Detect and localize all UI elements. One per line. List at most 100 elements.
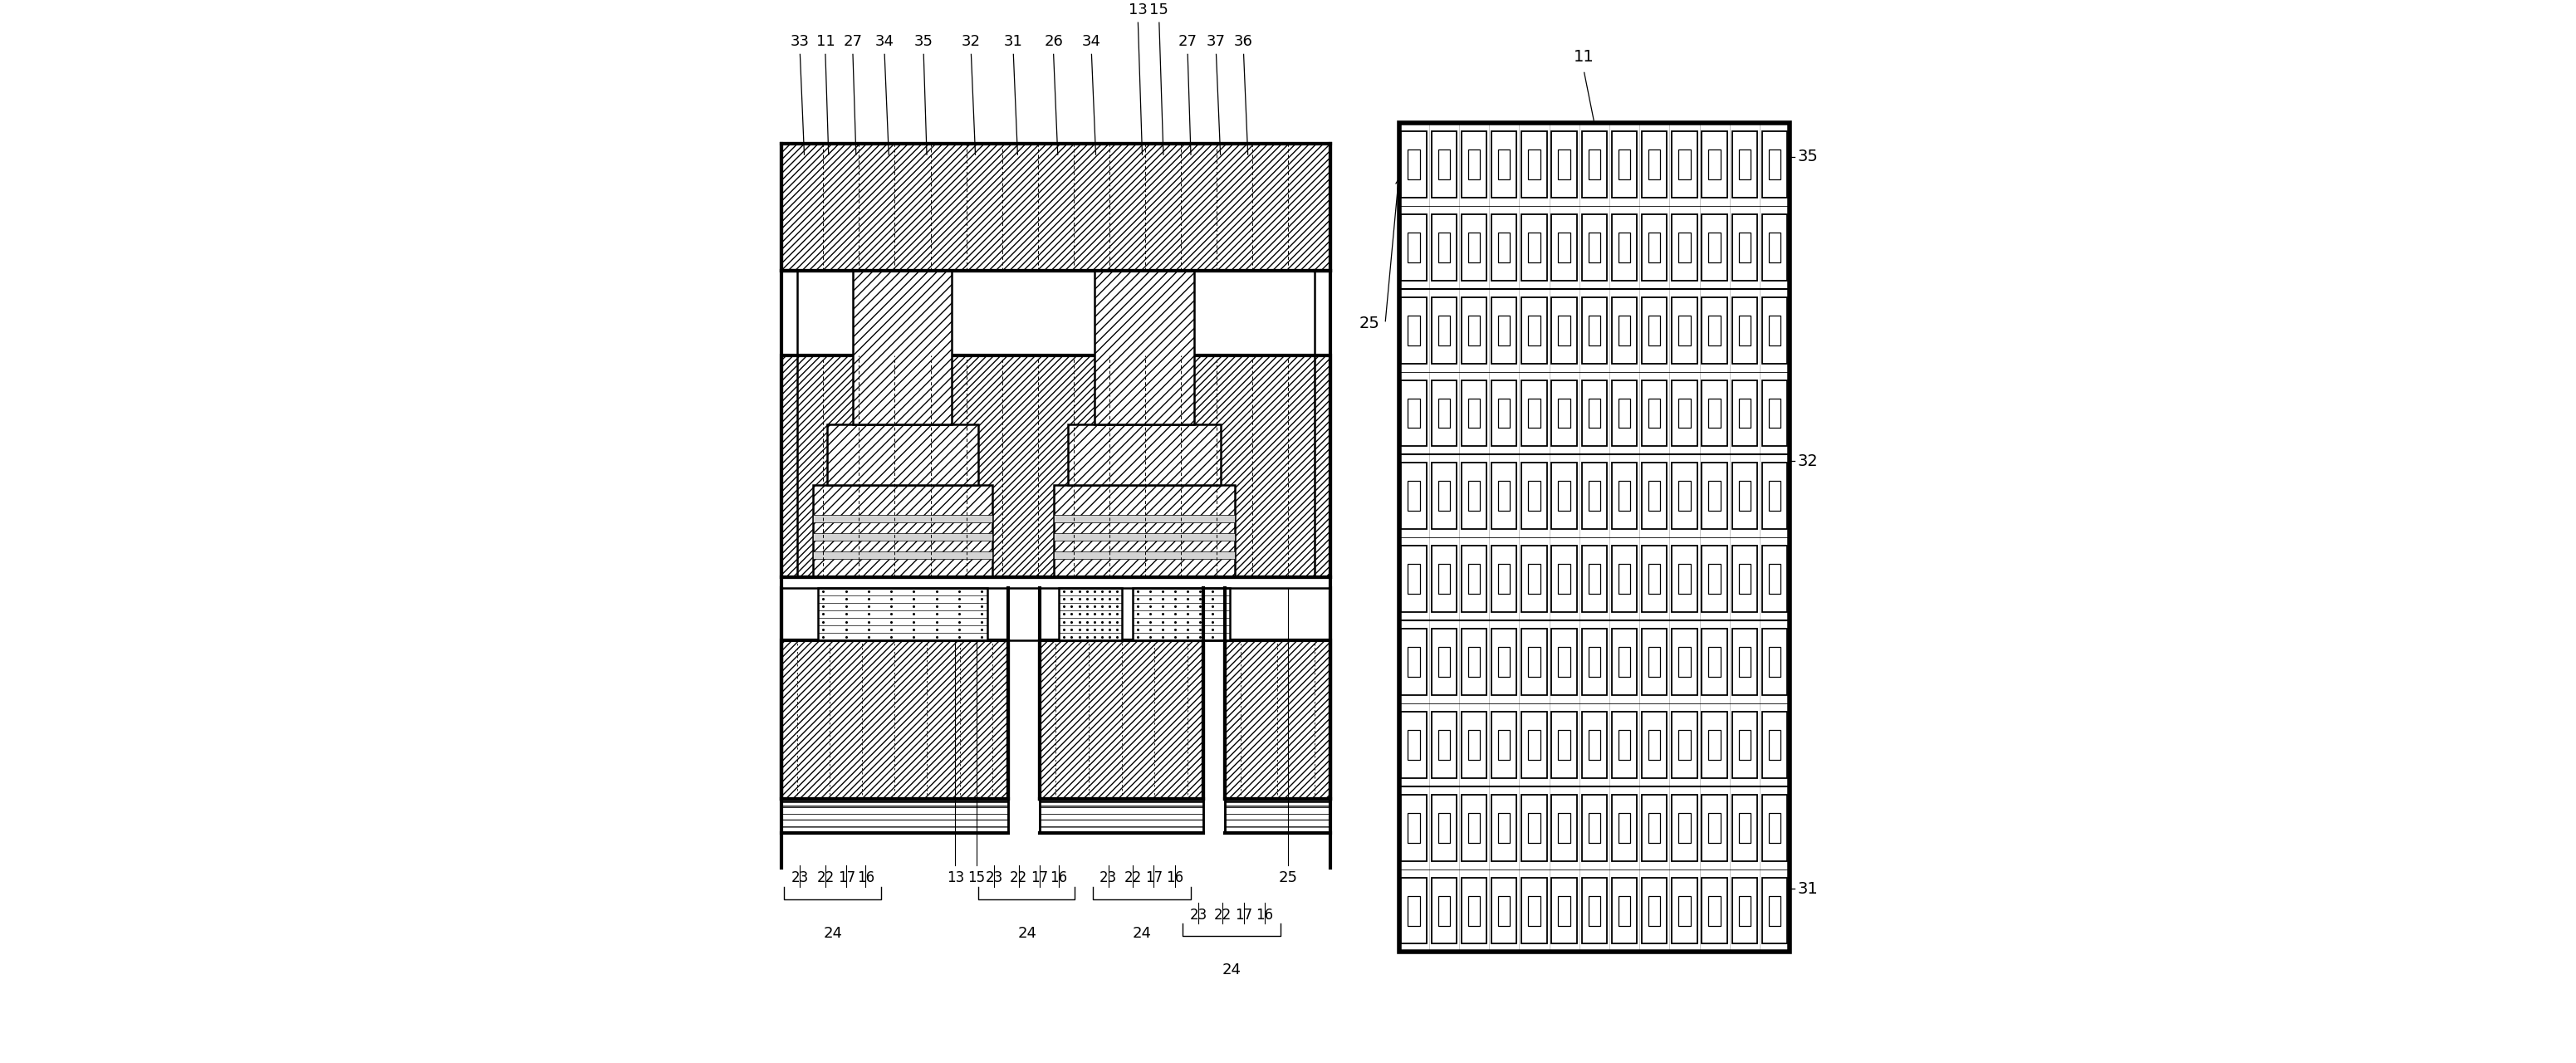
Bar xyxy=(1618,730,1631,760)
Text: 31: 31 xyxy=(1005,34,1023,49)
Bar xyxy=(1432,379,1455,446)
Bar xyxy=(1492,711,1517,778)
Bar xyxy=(1528,813,1540,843)
Bar xyxy=(1680,233,1690,263)
Bar xyxy=(1703,297,1726,364)
Bar xyxy=(1528,482,1540,511)
Bar xyxy=(1680,813,1690,843)
Bar xyxy=(1551,794,1577,861)
Bar xyxy=(1703,545,1726,612)
Text: 32: 32 xyxy=(961,34,981,49)
Bar xyxy=(1551,877,1577,944)
Bar xyxy=(1558,399,1571,428)
Bar xyxy=(1582,131,1607,198)
Bar xyxy=(1401,711,1427,778)
Bar xyxy=(853,271,953,424)
Bar xyxy=(1468,647,1481,677)
Bar xyxy=(1041,820,1203,826)
Bar xyxy=(1641,794,1667,861)
Bar xyxy=(1762,628,1788,695)
Text: 22: 22 xyxy=(817,871,835,885)
Bar xyxy=(1551,379,1577,446)
Bar xyxy=(1649,813,1662,843)
Bar xyxy=(1731,877,1757,944)
Bar xyxy=(1731,462,1757,529)
Bar xyxy=(1582,214,1607,281)
Bar xyxy=(1589,233,1600,263)
Text: 17: 17 xyxy=(1030,871,1048,885)
Bar xyxy=(1618,564,1631,594)
Bar xyxy=(811,533,992,540)
Bar xyxy=(1437,647,1450,677)
Bar xyxy=(1499,316,1510,345)
Bar xyxy=(1680,647,1690,677)
Bar xyxy=(1731,794,1757,861)
Bar xyxy=(1770,150,1780,180)
Bar xyxy=(1224,820,1329,826)
Bar xyxy=(781,145,1329,271)
Bar xyxy=(1432,877,1455,944)
Bar xyxy=(1492,794,1517,861)
Bar xyxy=(1437,150,1450,180)
Bar xyxy=(1041,802,1203,808)
Bar xyxy=(1589,399,1600,428)
Bar xyxy=(1409,730,1419,760)
Bar xyxy=(1649,316,1662,345)
Text: 26: 26 xyxy=(1043,34,1064,49)
Bar xyxy=(1551,297,1577,364)
Bar xyxy=(1133,588,1229,641)
Bar xyxy=(1770,730,1780,760)
Bar xyxy=(1041,808,1203,814)
Bar xyxy=(1770,399,1780,428)
Bar xyxy=(1432,131,1455,198)
Bar xyxy=(1492,462,1517,529)
Bar xyxy=(1522,214,1546,281)
Bar xyxy=(1432,214,1455,281)
Bar xyxy=(1703,711,1726,778)
Text: 25: 25 xyxy=(1278,871,1298,885)
Bar xyxy=(781,802,1007,808)
Bar xyxy=(1582,877,1607,944)
Bar xyxy=(1492,877,1517,944)
Text: 23: 23 xyxy=(1100,871,1118,885)
Bar xyxy=(1708,730,1721,760)
Text: 22: 22 xyxy=(1213,908,1231,923)
Text: 24: 24 xyxy=(1018,926,1036,941)
Bar xyxy=(1762,462,1788,529)
Bar xyxy=(811,514,992,522)
Bar xyxy=(1770,647,1780,677)
Bar xyxy=(1499,233,1510,263)
Bar xyxy=(1492,131,1517,198)
Bar xyxy=(1770,813,1780,843)
Bar xyxy=(1401,545,1427,612)
Bar xyxy=(1770,896,1780,926)
Text: 17: 17 xyxy=(837,871,855,885)
Bar xyxy=(1224,802,1329,808)
Bar xyxy=(1409,233,1419,263)
Bar xyxy=(1731,545,1757,612)
Bar xyxy=(1589,647,1600,677)
Bar xyxy=(1739,564,1752,594)
Bar xyxy=(1589,896,1600,926)
Bar xyxy=(1762,379,1788,446)
Bar xyxy=(1649,896,1662,926)
Bar xyxy=(1437,482,1450,511)
Bar xyxy=(1499,482,1510,511)
Bar xyxy=(1649,482,1662,511)
Bar xyxy=(1461,711,1486,778)
Bar xyxy=(1762,877,1788,944)
Bar xyxy=(1409,647,1419,677)
Bar xyxy=(1762,214,1788,281)
Text: 17: 17 xyxy=(1234,908,1252,923)
Bar xyxy=(1731,214,1757,281)
Bar xyxy=(1582,462,1607,529)
Bar xyxy=(1613,628,1636,695)
Bar xyxy=(1522,794,1546,861)
Bar xyxy=(1409,813,1419,843)
Bar xyxy=(1739,233,1752,263)
Bar xyxy=(1739,150,1752,180)
Bar xyxy=(1401,379,1427,446)
Bar xyxy=(781,802,1007,832)
Bar xyxy=(1558,647,1571,677)
Bar xyxy=(1731,628,1757,695)
